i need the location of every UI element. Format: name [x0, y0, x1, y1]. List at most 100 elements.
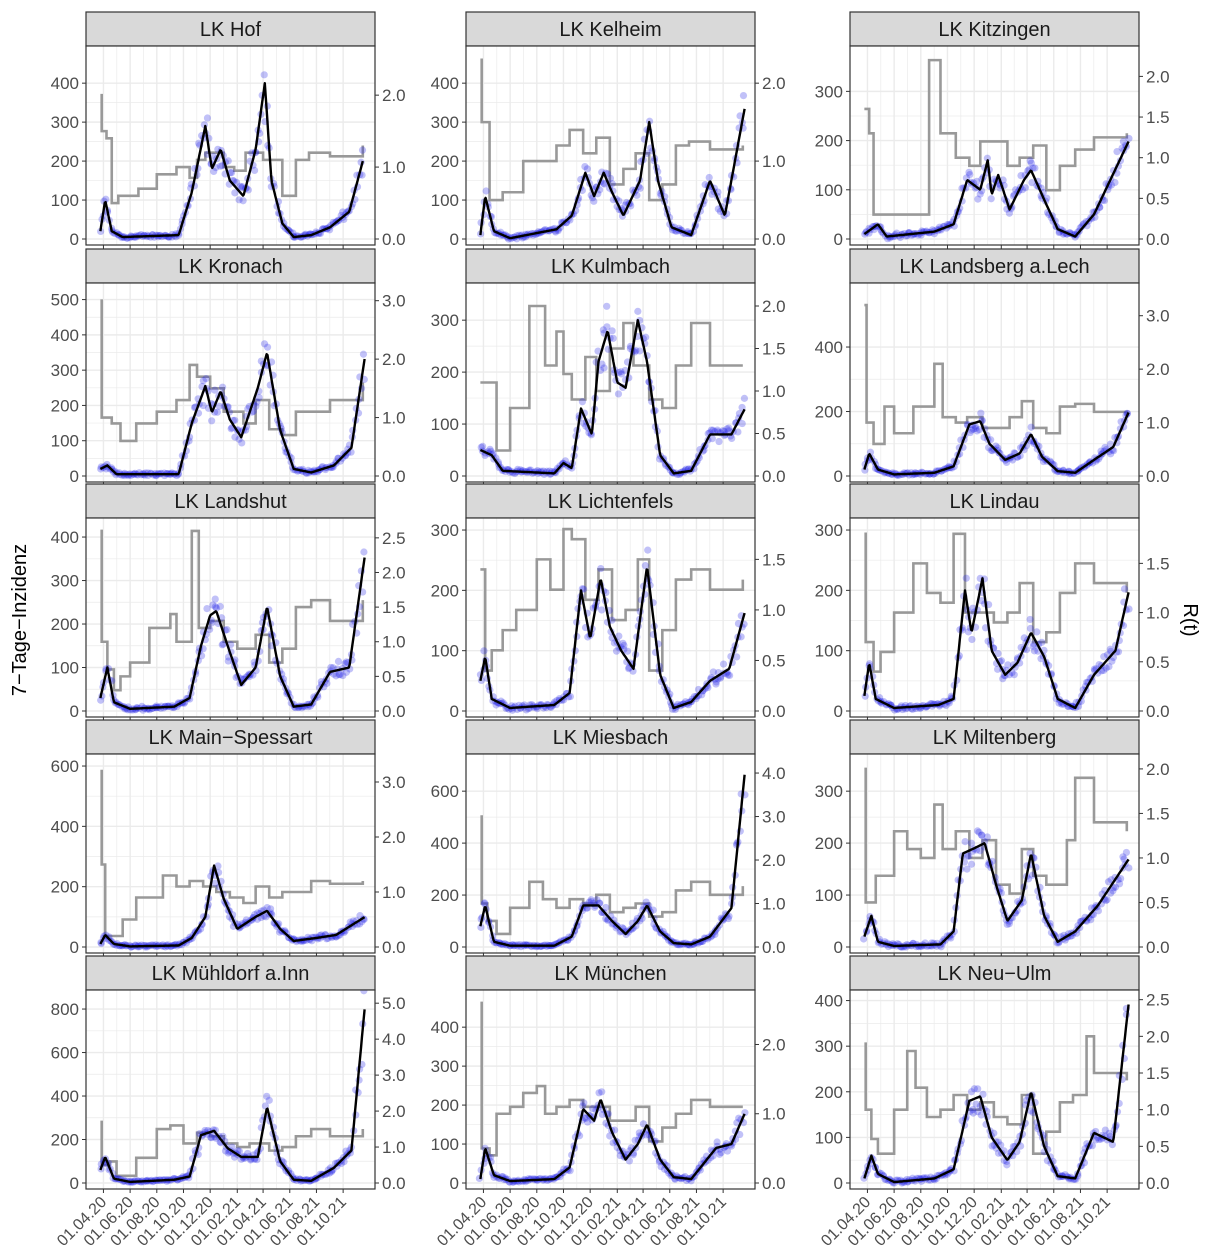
incidence-point [203, 114, 212, 122]
r-tick-label: 1.0 [382, 1138, 406, 1157]
panel: LK Hof 0 100 200 300 400 0.0 1.0 2.0 [51, 11, 406, 249]
rt-line [864, 58, 1129, 216]
incidence-point [715, 1150, 724, 1158]
incidence-point [255, 393, 263, 402]
incidence-point [634, 307, 642, 315]
incidence-point [578, 398, 586, 406]
incidence-point [232, 178, 241, 186]
incidence-point [733, 653, 741, 661]
r-tick-label: 2.0 [762, 851, 786, 870]
y-tick-label: 100 [815, 642, 843, 661]
panel-title: LK Mühldorf a.Inn [152, 963, 310, 985]
incidence-point [975, 828, 983, 836]
incidence-point [965, 852, 973, 860]
incidence-point [1107, 450, 1115, 458]
incidence-point [994, 649, 1002, 658]
incidence-point [1010, 671, 1018, 679]
panel-border [849, 282, 1140, 483]
r-tick-label: 3.0 [382, 292, 406, 311]
incidence-point [582, 1114, 590, 1122]
y-tick-label: 0 [450, 702, 459, 721]
rt-line [480, 527, 745, 672]
incidence-point [735, 1114, 743, 1122]
incidence-point [211, 879, 219, 887]
r-tick-label: 1.0 [382, 633, 406, 652]
panel: LK Main−Spessart 0 200 400 600 0.0 1.0 2.0 3.0 [51, 719, 406, 957]
y-tick-label: 200 [815, 581, 843, 600]
incidence-point [1125, 605, 1133, 613]
y-tick-label: 300 [815, 782, 843, 801]
incidence-point [967, 860, 976, 868]
incidence-point [266, 905, 275, 913]
r-tick-label: 0.5 [762, 425, 786, 444]
incidence-point [625, 1157, 634, 1165]
incidence-point [723, 425, 731, 433]
y-tick-label: 0 [450, 1174, 459, 1193]
incidence-point [719, 427, 727, 435]
r-tick-label: 2.0 [762, 1035, 786, 1054]
r-tick-label: 0.0 [1146, 702, 1170, 721]
incidence-point [199, 377, 207, 385]
panel-grid-lines [86, 754, 375, 953]
incidence-point [1103, 896, 1111, 904]
panel-grid-lines [466, 990, 755, 1189]
incidence-point [336, 671, 344, 679]
r-tick-label: 0.0 [762, 467, 786, 486]
rt-line [100, 299, 365, 443]
incidence-point [987, 195, 995, 203]
incidence-point [252, 402, 260, 410]
incidence-point [642, 898, 650, 906]
r-tick-label: 2.0 [1146, 360, 1170, 379]
incidence-point [973, 177, 981, 185]
y-tick-label: 400 [815, 992, 843, 1011]
y-tick-label: 200 [431, 363, 459, 382]
incidence-point [614, 390, 623, 398]
incidence-point [1111, 178, 1119, 187]
incidence-point [339, 208, 347, 216]
incidence-point [580, 1114, 589, 1122]
incidence-point [612, 647, 621, 655]
y-tick-label: 300 [431, 1057, 459, 1076]
incidence-point [720, 427, 728, 435]
incidence-point [208, 417, 216, 425]
panel-border [849, 45, 1140, 246]
panel-strip [465, 719, 756, 755]
incidence-point [615, 632, 623, 640]
r-tick-label: 1.0 [1146, 149, 1170, 168]
incidence-point [974, 1085, 982, 1093]
panel-strip [85, 955, 376, 991]
panel-background [850, 754, 1139, 953]
panel-border [849, 517, 1140, 718]
incidence-point [599, 326, 607, 334]
y-tick-label: 500 [51, 291, 79, 310]
r-tick-label: 0.5 [762, 651, 786, 670]
incidence-point [994, 665, 1002, 673]
y-tick-label: 0 [834, 702, 843, 721]
panel-border [85, 989, 376, 1190]
r-tick-label: 3.0 [382, 773, 406, 792]
y-tick-label: 400 [431, 74, 459, 93]
smooth-line [863, 577, 1130, 710]
r-tick-label: 3.0 [1146, 307, 1170, 326]
r-tick-label: 4.0 [382, 1030, 406, 1049]
incidence-point [1115, 880, 1124, 888]
y-tick-label: 100 [431, 642, 459, 661]
incidence-point [219, 640, 227, 648]
panel-strip [85, 11, 376, 47]
incidence-point [1119, 853, 1127, 861]
incidence-point [724, 914, 732, 923]
incidence-point [966, 170, 974, 179]
incidence-point [708, 190, 716, 198]
incidence-point [1113, 147, 1121, 156]
r-tick-label: 1.0 [382, 158, 406, 177]
r-tick-label: 0.0 [762, 702, 786, 721]
panel-grid-lines [466, 754, 755, 953]
y-tick-label: 200 [51, 878, 79, 897]
r-tick-label: 2.0 [1146, 67, 1170, 86]
incidence-point [713, 426, 721, 434]
incidence-point [972, 1100, 980, 1108]
y-tick-label: 200 [815, 834, 843, 853]
incidence-point [207, 1134, 215, 1142]
incidence-point [477, 923, 485, 931]
